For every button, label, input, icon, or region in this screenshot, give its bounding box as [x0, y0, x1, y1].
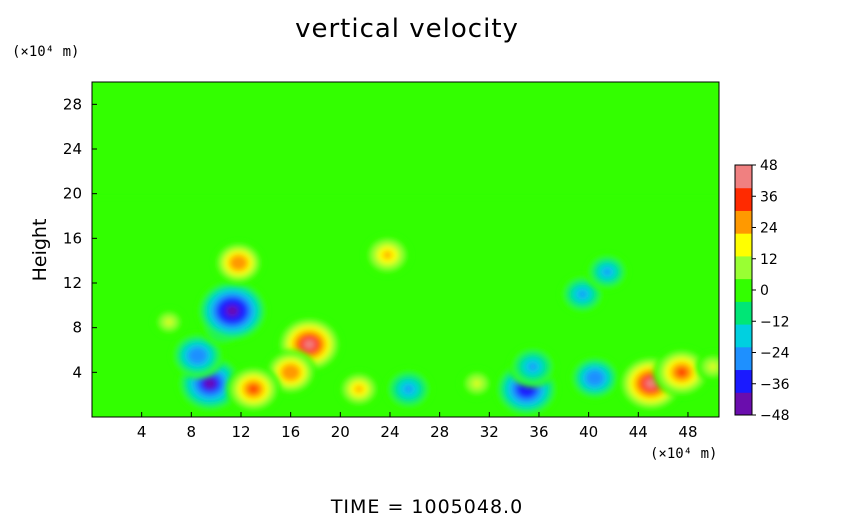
- colorbar-tick-label: −12: [760, 314, 790, 330]
- velocity-feature-15: [586, 253, 629, 290]
- x-tick-label: 44: [629, 423, 648, 441]
- velocity-contour: [234, 259, 243, 267]
- velocity-contour: [709, 364, 716, 370]
- x-tick-label: 24: [380, 423, 399, 441]
- x-tick-label: 16: [281, 423, 300, 441]
- velocity-contour: [303, 339, 316, 350]
- colorbar-tick-label: 12: [760, 252, 778, 268]
- velocity-contour: [528, 363, 537, 371]
- velocity-contour: [355, 385, 363, 393]
- colorbar-tick-label: 36: [760, 189, 778, 205]
- y-tick-label: 12: [63, 274, 82, 292]
- time-label: TIME = 1005048.0: [330, 496, 524, 518]
- y-axis-unit: (×10⁴ m): [12, 44, 80, 60]
- velocity-contour: [192, 351, 203, 360]
- y-tick-label: 8: [72, 319, 82, 337]
- velocity-feature-19: [459, 368, 494, 399]
- velocity-contour: [676, 367, 687, 377]
- velocity-feature-11: [509, 346, 557, 388]
- x-tick-label: 36: [529, 423, 548, 441]
- velocity-contour: [166, 319, 172, 325]
- colorbar-segment: [735, 187, 752, 211]
- x-tick-label: 48: [678, 423, 697, 441]
- plot-frame: [91, 81, 720, 418]
- colorbar-segment: [735, 301, 752, 325]
- velocity-feature-8: [213, 241, 264, 285]
- velocity-contour: [644, 378, 657, 389]
- colorbar-segment: [735, 233, 752, 257]
- velocity-contour: [473, 380, 480, 387]
- colorbar-segment: [735, 278, 752, 302]
- velocity-contour: [285, 368, 296, 377]
- velocity-contour: [204, 378, 216, 389]
- velocity-feature-1: [171, 333, 224, 379]
- x-tick-label: 28: [430, 423, 449, 441]
- colorbar-tick-label: 24: [760, 221, 778, 237]
- velocity-feature-7: [338, 370, 380, 408]
- x-tick-label: 40: [579, 423, 598, 441]
- velocity-contour: [248, 384, 259, 394]
- velocity-contour: [383, 251, 392, 259]
- colorbar-tick-label: 0: [760, 283, 769, 299]
- velocity-feature-3: [197, 280, 268, 342]
- x-tick-label: 8: [187, 423, 197, 441]
- velocity-feature-9: [364, 234, 411, 276]
- x-tick-label: 20: [331, 423, 350, 441]
- colorbar-segment: [735, 165, 752, 189]
- velocity-contour: [578, 290, 587, 298]
- velocity-contour: [404, 385, 413, 393]
- colorbar-segment: [735, 369, 752, 393]
- velocity-contour: [590, 374, 600, 382]
- velocity-contour: [226, 305, 239, 317]
- velocity-feature-12: [385, 368, 432, 410]
- velocity-feature-13: [570, 356, 620, 400]
- velocity-feature-20: [695, 351, 719, 382]
- colorbar-tick-label: −24: [760, 346, 790, 362]
- colorbar-tick-label: −36: [760, 377, 790, 393]
- y-tick-label: 20: [63, 185, 82, 203]
- y-tick-label: 24: [63, 140, 82, 158]
- x-tick-label: 12: [231, 423, 250, 441]
- velocity-feature-17: [653, 347, 711, 398]
- y-tick-label: 16: [63, 229, 82, 247]
- colorbar-tick-label: −48: [760, 408, 790, 424]
- velocity-contour: [603, 268, 612, 276]
- y-tick-label: 28: [63, 95, 82, 113]
- colorbar-segment: [735, 210, 752, 234]
- colorbar-segment: [735, 255, 752, 280]
- colorbar-segment: [735, 324, 752, 348]
- colorbar-segment: [735, 392, 752, 416]
- chart-title: vertical velocity: [295, 14, 519, 44]
- velocity-feature-18: [153, 308, 185, 336]
- y-tick-label: 4: [72, 363, 82, 381]
- velocity-feature-6: [226, 365, 281, 413]
- colorbar-segment: [735, 346, 752, 371]
- x-axis-unit: (×10⁴ m): [650, 446, 718, 462]
- x-tick-label: 4: [137, 423, 147, 441]
- x-tick-label: 32: [480, 423, 499, 441]
- colorbar-tick-label: 48: [760, 158, 778, 174]
